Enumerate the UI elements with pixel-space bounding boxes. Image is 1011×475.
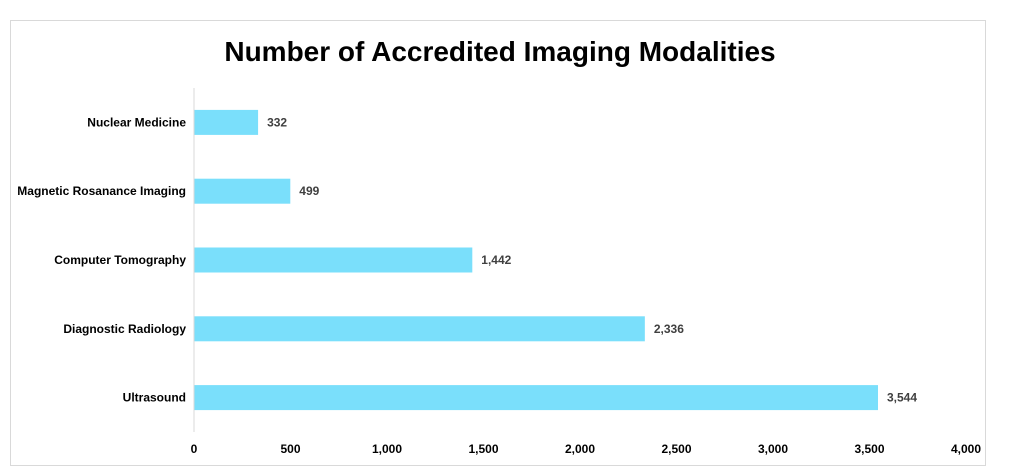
x-tick-label: 0 (191, 442, 198, 456)
bar-nuclear-medicine (194, 109, 259, 135)
chart-title: Number of Accredited Imaging Modalities (224, 36, 775, 67)
x-tick-label: 500 (280, 442, 300, 456)
bars-group (194, 109, 878, 411)
x-tick-label: 3,000 (758, 442, 788, 456)
data-label: 3,544 (887, 391, 917, 405)
bar-ultrasound (194, 385, 878, 411)
category-label: Magnetic Rosanance Imaging (17, 184, 186, 198)
category-labels: Nuclear Medicine Magnetic Rosanance Imagi… (17, 115, 186, 404)
bar-diagnostic-radiology (194, 316, 645, 342)
category-label: Ultrasound (123, 391, 186, 405)
data-label: 332 (267, 115, 287, 129)
x-tick-label: 4,000 (951, 442, 981, 456)
data-label: 2,336 (654, 322, 684, 336)
x-tick-label: 1,000 (372, 442, 402, 456)
data-label: 1,442 (481, 253, 511, 267)
x-tick-label: 2,500 (661, 442, 691, 456)
data-label: 499 (299, 184, 319, 198)
category-label: Diagnostic Radiology (63, 322, 186, 336)
bar-magnetic-rosanance-imaging (194, 178, 291, 204)
x-tick-label: 2,000 (565, 442, 595, 456)
x-axis-ticks: 0 500 1,000 1,500 2,000 2,500 3,000 3,500 4,000 (191, 442, 982, 456)
x-tick-label: 3,500 (854, 442, 884, 456)
bar-computer-tomography (194, 247, 473, 273)
category-label: Nuclear Medicine (87, 115, 186, 129)
category-label: Computer Tomography (54, 253, 186, 267)
data-labels: 332 499 1,442 2,336 3,544 (267, 115, 917, 404)
x-tick-label: 1,500 (468, 442, 498, 456)
